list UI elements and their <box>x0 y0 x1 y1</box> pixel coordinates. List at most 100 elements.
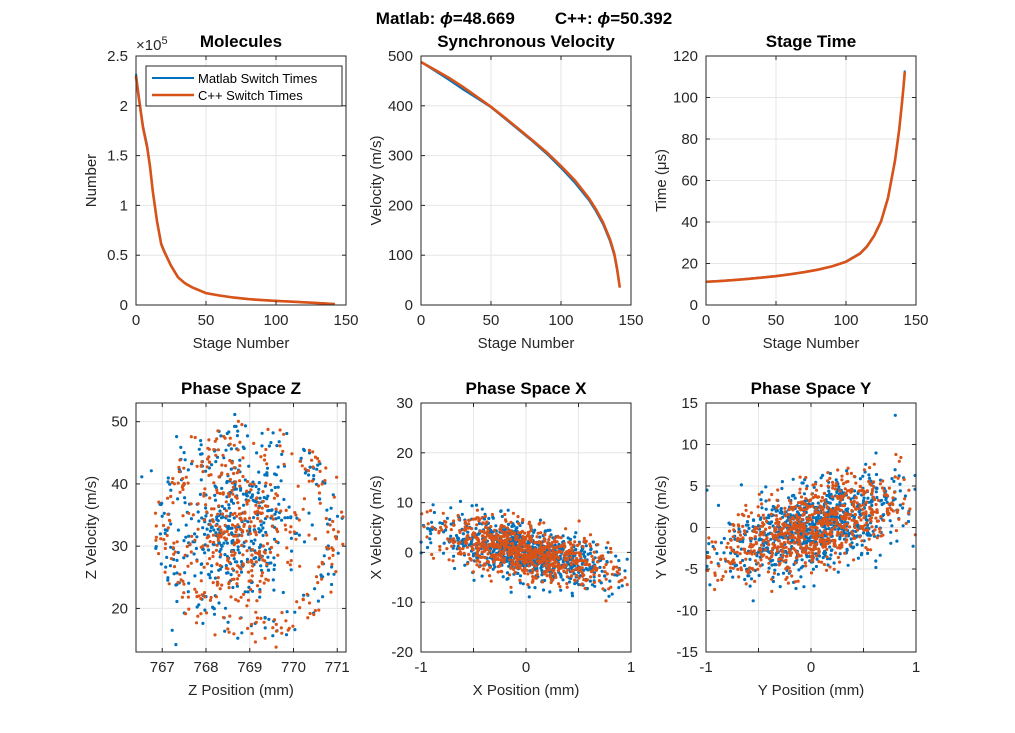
scatter-point-matlab <box>208 576 212 580</box>
scatter-point-matlab <box>254 484 258 489</box>
scatter-point-matlab <box>856 491 860 496</box>
scatter-point-matlab <box>158 532 162 536</box>
scatter-point-cpp <box>556 565 560 570</box>
scatter-point-cpp <box>848 525 852 529</box>
scatter-point-cpp <box>163 542 168 546</box>
scatter-point-cpp <box>249 520 253 524</box>
scatter-point-matlab <box>855 543 859 547</box>
scatter-point-cpp <box>237 573 241 578</box>
scatter-point-cpp <box>477 565 481 569</box>
x-tick-label: 1 <box>912 659 920 676</box>
scatter-point-cpp <box>623 576 627 580</box>
scatter-point-cpp <box>744 508 748 512</box>
scatter-point-matlab <box>810 522 815 527</box>
scatter-point-matlab <box>826 563 830 567</box>
scatter-point-matlab <box>461 532 465 536</box>
scatter-point-matlab <box>246 590 250 594</box>
scatter-point-matlab <box>815 557 819 561</box>
scatter-point-matlab <box>776 572 780 576</box>
scatter-point-cpp <box>190 534 194 539</box>
scatter-point-cpp <box>886 509 890 513</box>
scatter-point-cpp <box>263 636 267 640</box>
scatter-point-matlab <box>232 557 236 561</box>
scatter-point-matlab <box>509 590 513 594</box>
scatter-point-matlab <box>293 610 297 614</box>
scatter-point-cpp <box>289 525 293 529</box>
scatter-point-matlab <box>271 578 275 582</box>
scatter-point-cpp <box>228 458 232 463</box>
scatter-point-matlab <box>227 503 231 507</box>
scatter-point-cpp <box>225 529 229 534</box>
scatter-point-cpp <box>227 491 231 496</box>
scatter-point-matlab <box>302 447 306 451</box>
scatter-point-cpp <box>202 494 206 498</box>
scatter-point-cpp <box>213 633 217 637</box>
y-tick-label: 20 <box>681 256 698 273</box>
scatter-point-cpp <box>253 510 257 514</box>
scatter-point-matlab <box>729 551 733 555</box>
scatter-point-cpp <box>836 555 841 560</box>
scatter-point-cpp <box>471 570 475 574</box>
scatter-point-matlab <box>583 555 587 559</box>
scatter-point-cpp <box>735 550 739 554</box>
scatter-point-cpp <box>310 458 314 462</box>
scatter-point-matlab <box>241 445 245 449</box>
scatter-point-cpp <box>201 470 205 474</box>
scatter-point-cpp <box>527 564 531 568</box>
scatter-point-cpp <box>782 540 787 545</box>
scatter-point-matlab <box>216 527 220 531</box>
scatter-point-cpp <box>241 474 245 479</box>
scatter-point-cpp <box>875 536 879 540</box>
scatter-point-cpp <box>840 533 845 538</box>
scatter-point-cpp <box>211 554 215 559</box>
scatter-point-matlab <box>603 574 607 578</box>
scatter-point-cpp <box>278 444 282 448</box>
scatter-point-cpp <box>825 505 829 509</box>
scatter-point-cpp <box>789 536 793 540</box>
scatter-point-cpp <box>522 540 526 545</box>
scatter-point-cpp <box>257 549 262 553</box>
scatter-point-cpp <box>840 515 844 519</box>
scatter-point-cpp <box>788 499 792 503</box>
scatter-point-cpp <box>785 523 789 527</box>
scatter-point-matlab <box>862 496 866 500</box>
scatter-point-cpp <box>480 543 484 547</box>
scatter-point-cpp <box>790 551 794 555</box>
series-line-cpp <box>705 71 907 284</box>
scatter-point-matlab <box>505 559 509 563</box>
y-tick-label: 20 <box>396 445 413 462</box>
scatter-point-cpp <box>224 500 228 504</box>
scatter-point-cpp <box>514 556 518 560</box>
scatter-point-cpp <box>840 478 844 482</box>
scatter-point-matlab <box>538 535 542 539</box>
scatter-point-cpp <box>515 558 520 563</box>
y-tick-label: 40 <box>681 214 698 231</box>
scatter-point-cpp <box>844 534 849 538</box>
scatter-point-matlab <box>856 556 861 560</box>
scatter-point-matlab <box>559 588 563 592</box>
scatter-point-cpp <box>262 458 267 462</box>
scatter-point-cpp <box>153 511 158 515</box>
scatter-point-matlab <box>577 583 581 587</box>
scatter-point-cpp <box>804 497 808 501</box>
scatter-point-cpp <box>225 514 229 518</box>
scatter-point-cpp <box>793 580 797 584</box>
scatter-point-cpp <box>761 533 766 537</box>
y-tick-label: 20 <box>111 600 128 617</box>
scatter-point-cpp <box>720 578 724 582</box>
scatter-point-matlab <box>307 451 312 455</box>
scatter-point-cpp <box>213 439 217 443</box>
scatter-point-cpp <box>867 479 871 484</box>
scatter-point-matlab <box>213 498 218 502</box>
scatter-point-cpp <box>899 455 903 460</box>
scatter-point-cpp <box>802 511 807 516</box>
scatter-point-cpp <box>764 548 768 552</box>
scatter-point-cpp <box>457 517 461 522</box>
scatter-point-matlab <box>867 500 871 504</box>
scatter-point-matlab <box>235 584 239 588</box>
scatter-point-cpp <box>167 518 172 522</box>
scatter-point-cpp <box>233 551 237 555</box>
scatter-point-cpp <box>771 536 776 540</box>
scatter-point-matlab <box>220 486 224 490</box>
scatter-point-cpp <box>196 502 200 506</box>
